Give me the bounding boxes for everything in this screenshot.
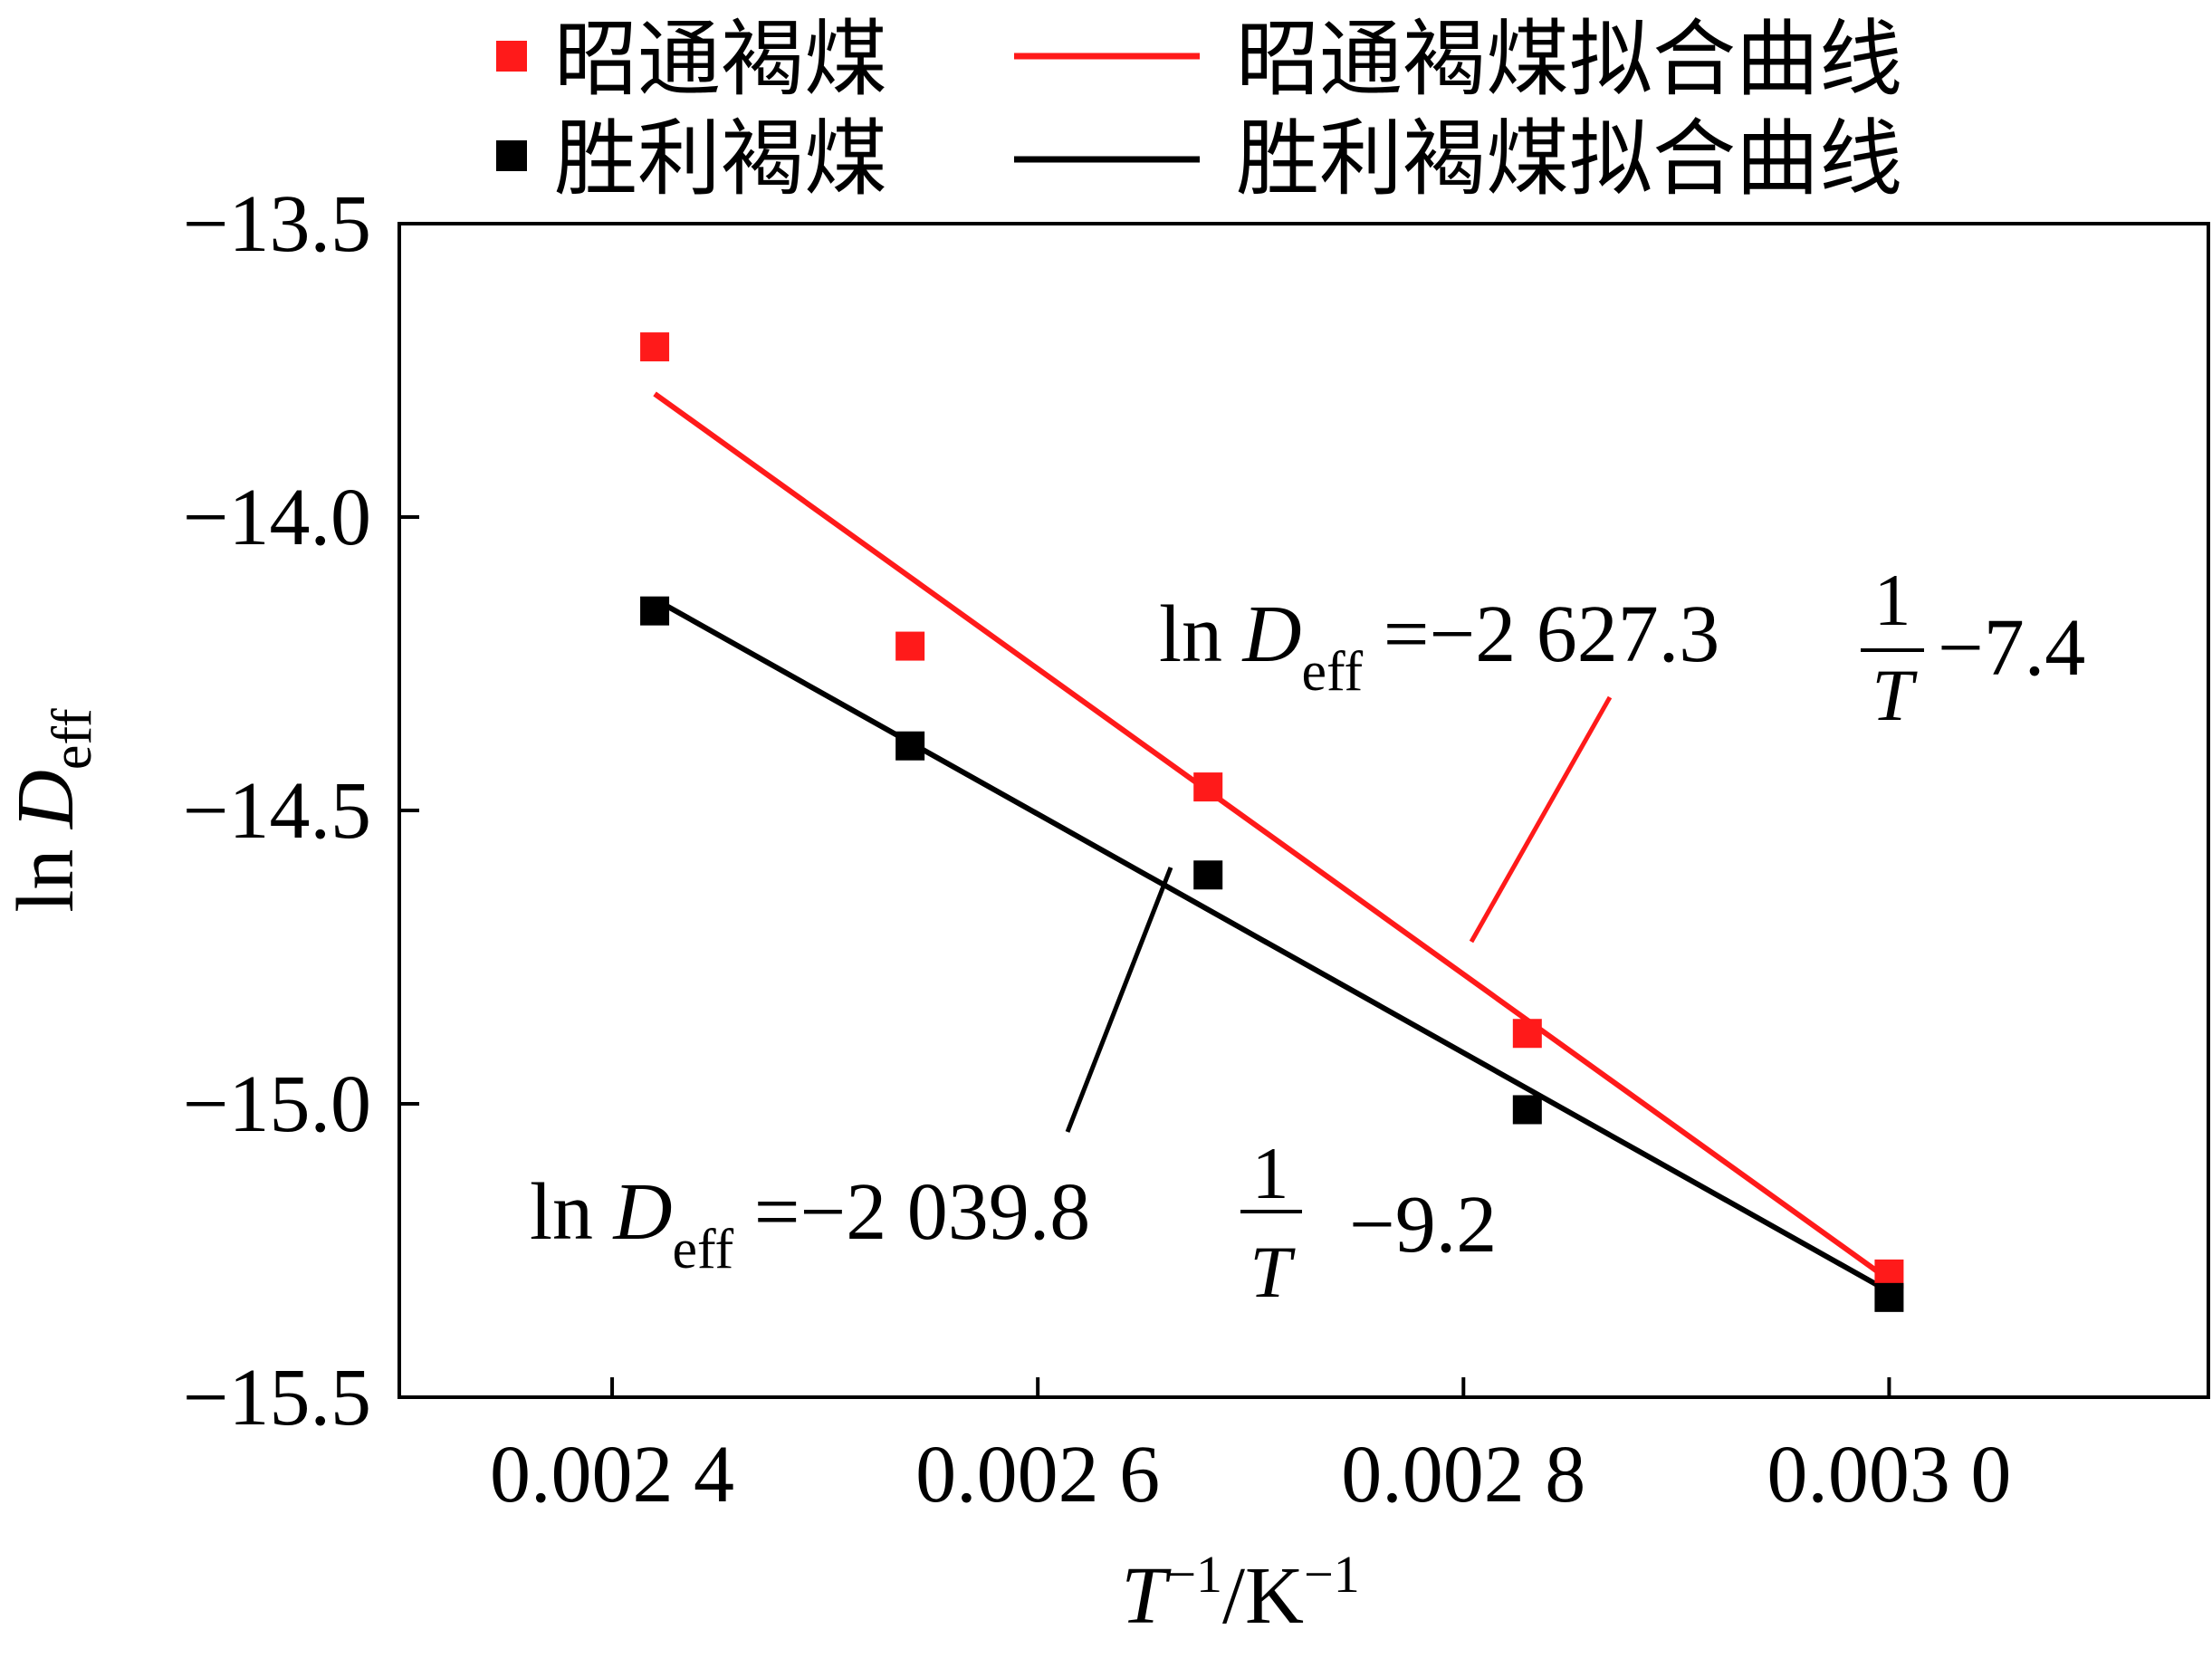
data-point-zhaotong — [895, 631, 925, 661]
data-point-zhaotong — [640, 332, 670, 362]
x-tick-label: 0.002 6 — [915, 1430, 1160, 1519]
fit-lines — [653, 391, 1891, 1294]
data-point-shengli — [895, 731, 925, 761]
y-axis-title: ln Deff — [1, 708, 103, 913]
fit-line-shengli — [653, 597, 1891, 1294]
markers — [640, 332, 1904, 1312]
x-axis-ticks: 0.002 4 0.002 6 0.002 8 0.003 0 — [490, 1377, 2011, 1519]
y-tick-label: −15.5 — [183, 1353, 371, 1442]
legend-marker-shengli — [496, 140, 527, 171]
data-point-shengli — [1874, 1282, 1904, 1312]
svg-text:T: T — [1250, 1231, 1296, 1313]
svg-text:ln Deff =−2 039.8: ln Deff =−2 039.8 — [530, 1167, 1090, 1280]
legend-label-shengli: 胜利褐煤 — [554, 110, 887, 207]
data-point-zhaotong — [1512, 1019, 1542, 1049]
data-point-shengli — [1193, 860, 1223, 890]
y-axis-ticks: −13.5 −14.0 −14.5 −15.0 −15.5 — [183, 179, 419, 1442]
svg-text:−7.4: −7.4 — [1938, 603, 2085, 693]
y-tick-label: −13.5 — [183, 179, 371, 269]
equation-leader-shengli — [1065, 867, 1173, 1133]
x-tick-label: 0.003 0 — [1767, 1430, 2011, 1519]
svg-text:1: 1 — [1874, 559, 1911, 641]
svg-text:T: T — [1872, 654, 1918, 736]
legend: 昭通褐煤 昭通褐煤拟合曲线 胜利褐煤 胜利褐煤拟合曲线 — [496, 11, 1902, 207]
x-axis-title: T−1/K−1 — [1121, 1545, 1360, 1641]
x-tick-label: 0.002 8 — [1341, 1430, 1585, 1519]
svg-text:1: 1 — [1252, 1132, 1289, 1214]
legend-marker-zhaotong — [496, 41, 527, 72]
legend-label-zhaotong: 昭通褐煤 — [554, 11, 887, 108]
svg-text:−9.2: −9.2 — [1349, 1180, 1497, 1270]
equation-leader-zhaotong — [1469, 695, 1613, 944]
legend-label-zhaotong-fit: 昭通褐煤拟合曲线 — [1236, 11, 1902, 108]
y-tick-label: −14.0 — [183, 473, 371, 562]
legend-label-shengli-fit: 胜利褐煤拟合曲线 — [1236, 110, 1902, 207]
data-point-shengli — [1512, 1095, 1542, 1125]
svg-text:ln Deff =−2 627.3: ln Deff =−2 627.3 — [1159, 589, 1719, 703]
equation-shengli: ln Deff =−2 039.8 1 T −9.2 — [530, 1132, 1497, 1313]
data-point-zhaotong — [1193, 772, 1223, 802]
x-tick-label: 0.002 4 — [490, 1430, 734, 1519]
y-tick-label: −14.5 — [183, 766, 371, 856]
data-point-shengli — [640, 596, 670, 626]
fit-line-zhaotong — [653, 391, 1891, 1282]
y-tick-label: −15.0 — [183, 1059, 371, 1149]
equation-zhaotong: ln Deff =−2 627.3 1 T −7.4 — [1159, 559, 2085, 736]
